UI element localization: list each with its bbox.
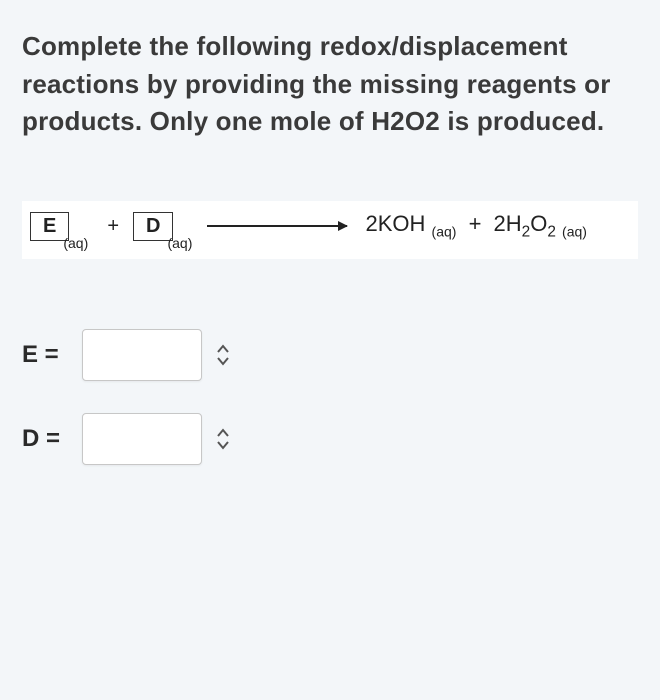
product-2-sub1: 2	[522, 223, 531, 240]
product-2-state: (aq)	[562, 223, 587, 239]
chevron-up-icon	[216, 428, 230, 438]
reagent-e-wrap: E (aq)	[30, 212, 69, 241]
product-1: 2KOH	[365, 211, 425, 236]
equation-row: E (aq) + D (aq) 2KOH (aq) + 2H2O2 (aq)	[22, 201, 638, 259]
answer-e-select[interactable]	[82, 329, 202, 381]
chevron-up-icon	[216, 344, 230, 354]
question-text: Complete the following redox/displacemen…	[22, 28, 638, 141]
plus-sign-2: +	[469, 211, 482, 236]
product-2-sub2: 2	[547, 223, 556, 240]
answer-e-stepper[interactable]	[216, 344, 230, 366]
answer-e-label: E =	[22, 341, 72, 369]
answer-row-d: D =	[22, 413, 638, 465]
product-2-mid: O	[530, 211, 547, 236]
answer-d-label: D =	[22, 425, 72, 453]
answer-d-select[interactable]	[82, 413, 202, 465]
answer-row-e: E =	[22, 329, 638, 381]
answer-d-stepper[interactable]	[216, 428, 230, 450]
reagent-e-state: (aq)	[63, 235, 88, 251]
product-1-state: (aq)	[432, 223, 457, 239]
plus-sign: +	[107, 215, 119, 238]
answer-d-select-wrap	[82, 413, 202, 465]
products: 2KOH (aq) + 2H2O2 (aq)	[365, 211, 586, 241]
product-2-prefix: 2H	[494, 211, 522, 236]
chevron-down-icon	[216, 440, 230, 450]
reagent-d-wrap: D (aq)	[133, 212, 173, 241]
answer-e-select-wrap	[82, 329, 202, 381]
reagent-d-state: (aq)	[167, 235, 192, 251]
chevron-down-icon	[216, 356, 230, 366]
reaction-arrow	[207, 225, 347, 227]
